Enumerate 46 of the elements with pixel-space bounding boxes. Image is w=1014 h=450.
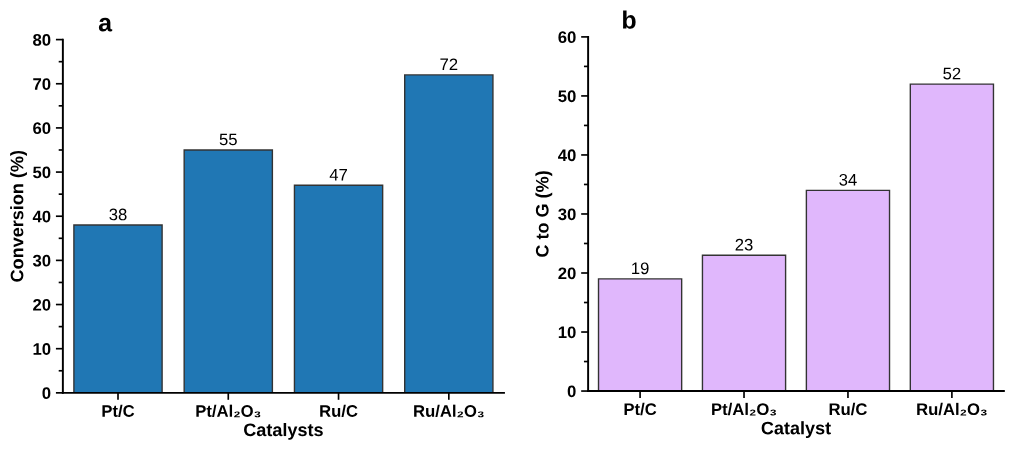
bar	[701, 254, 787, 392]
bar	[909, 83, 995, 392]
y-tick-label: 20	[558, 267, 576, 280]
y-axis-title: Conversion (%)	[10, 150, 27, 282]
x-tick-label: Ru/Al₂O₃	[917, 402, 987, 416]
y-tick-label: 0	[567, 385, 576, 398]
bar	[404, 74, 494, 393]
y-tick-label: 40	[32, 210, 51, 223]
y-axis-title: C to G (%)	[535, 171, 553, 257]
y-tick-label: 10	[33, 343, 51, 355]
bar	[805, 189, 891, 392]
data-label: 34	[839, 173, 857, 186]
data-label: 55	[219, 133, 237, 146]
x-tick-label: Pt/Al₂O₃	[196, 404, 261, 418]
data-label: 19	[632, 262, 649, 275]
x-tick-label: Ru/C	[829, 402, 867, 416]
y-tick-label: 50	[33, 166, 51, 179]
x-tick-label: Pt/Al₂O₃	[712, 402, 777, 416]
chart-title: a	[98, 17, 113, 32]
y-tick-label: 60	[33, 122, 51, 135]
chart-title: b	[623, 10, 636, 29]
data-label: 52	[943, 67, 961, 80]
y-tick-label: 30	[32, 254, 51, 267]
y-tick-label: 70	[33, 78, 51, 90]
x-tick-label: Ru/C	[320, 404, 358, 418]
bar	[597, 278, 683, 392]
x-axis-title: Catalysts	[244, 422, 323, 440]
x-tick-label: Pt/C	[102, 404, 135, 418]
data-label: 72	[440, 58, 458, 71]
x-tick-label: Ru/Al₂O₃	[414, 404, 484, 418]
data-label: 38	[109, 208, 127, 221]
data-label: 47	[329, 169, 347, 181]
y-tick-label: 20	[33, 298, 51, 311]
data-label: 23	[735, 238, 753, 251]
x-tick-label: Pt/C	[624, 402, 657, 416]
y-tick-label: 40	[558, 149, 576, 162]
y-tick-label: 80	[33, 34, 51, 46]
y-tick-label: 50	[558, 90, 576, 103]
bar	[183, 149, 274, 393]
bar	[293, 184, 384, 393]
y-tick-label: 30	[558, 208, 576, 221]
y-tick-label: 0	[42, 387, 51, 400]
bar	[73, 224, 163, 393]
x-axis-title: Catalyst	[761, 421, 831, 438]
y-tick-label: 10	[558, 326, 576, 339]
y-tick-label: 60	[558, 31, 576, 44]
